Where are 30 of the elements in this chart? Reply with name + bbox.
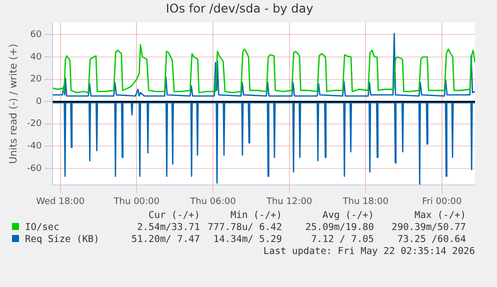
text: 290.39m/50.77 [390, 222, 466, 234]
y-tick-label: -60 [26, 164, 42, 174]
text: 2.54m/33.71 [136, 222, 200, 234]
text: Last update: Fri May 22 02:35:14 2026 [262, 246, 476, 258]
x-tick-label: Thu 00:00 [112, 196, 160, 207]
y-tick-label: 60 [30, 30, 42, 40]
y-tick-label: 0 [36, 96, 42, 107]
text: 777.78u/ 6.42 [206, 222, 282, 234]
x-tick-label: Thu 06:00 [189, 196, 236, 207]
y-tick-label: -20 [26, 119, 42, 130]
text: Min (-/+) [230, 210, 282, 222]
text: Avg (-/+) [322, 210, 374, 222]
text: Cur (-/+) [148, 210, 200, 222]
y-tick-label: 40 [30, 52, 42, 62]
text: 51.20m/ 7.47 [130, 234, 200, 246]
text: 73.25 /60.64 [396, 234, 466, 246]
text: Max (-/+) [414, 210, 466, 222]
y-tick-label: 20 [30, 74, 42, 85]
x-tick-label: Thu 12:00 [265, 196, 312, 207]
text: 7.12 / 7.05 [310, 234, 374, 246]
x-tick-label: Wed 18:00 [36, 196, 85, 207]
legend-label: IO/sec [25, 222, 60, 233]
chart-title: IOs for /dev/sda - by day [166, 1, 314, 16]
y-axis-title: Units read (-) / write (+) [8, 44, 20, 164]
text: 14.34m/ 5.29 [212, 234, 282, 246]
text: 25.09m/19.80 [304, 222, 374, 234]
y-tick-label: -40 [26, 142, 42, 152]
x-tick-label: Fri 00:00 [422, 196, 462, 207]
x-tick-label: Thu 18:00 [342, 196, 389, 207]
legend-label: Req Size (KB) [25, 234, 100, 245]
